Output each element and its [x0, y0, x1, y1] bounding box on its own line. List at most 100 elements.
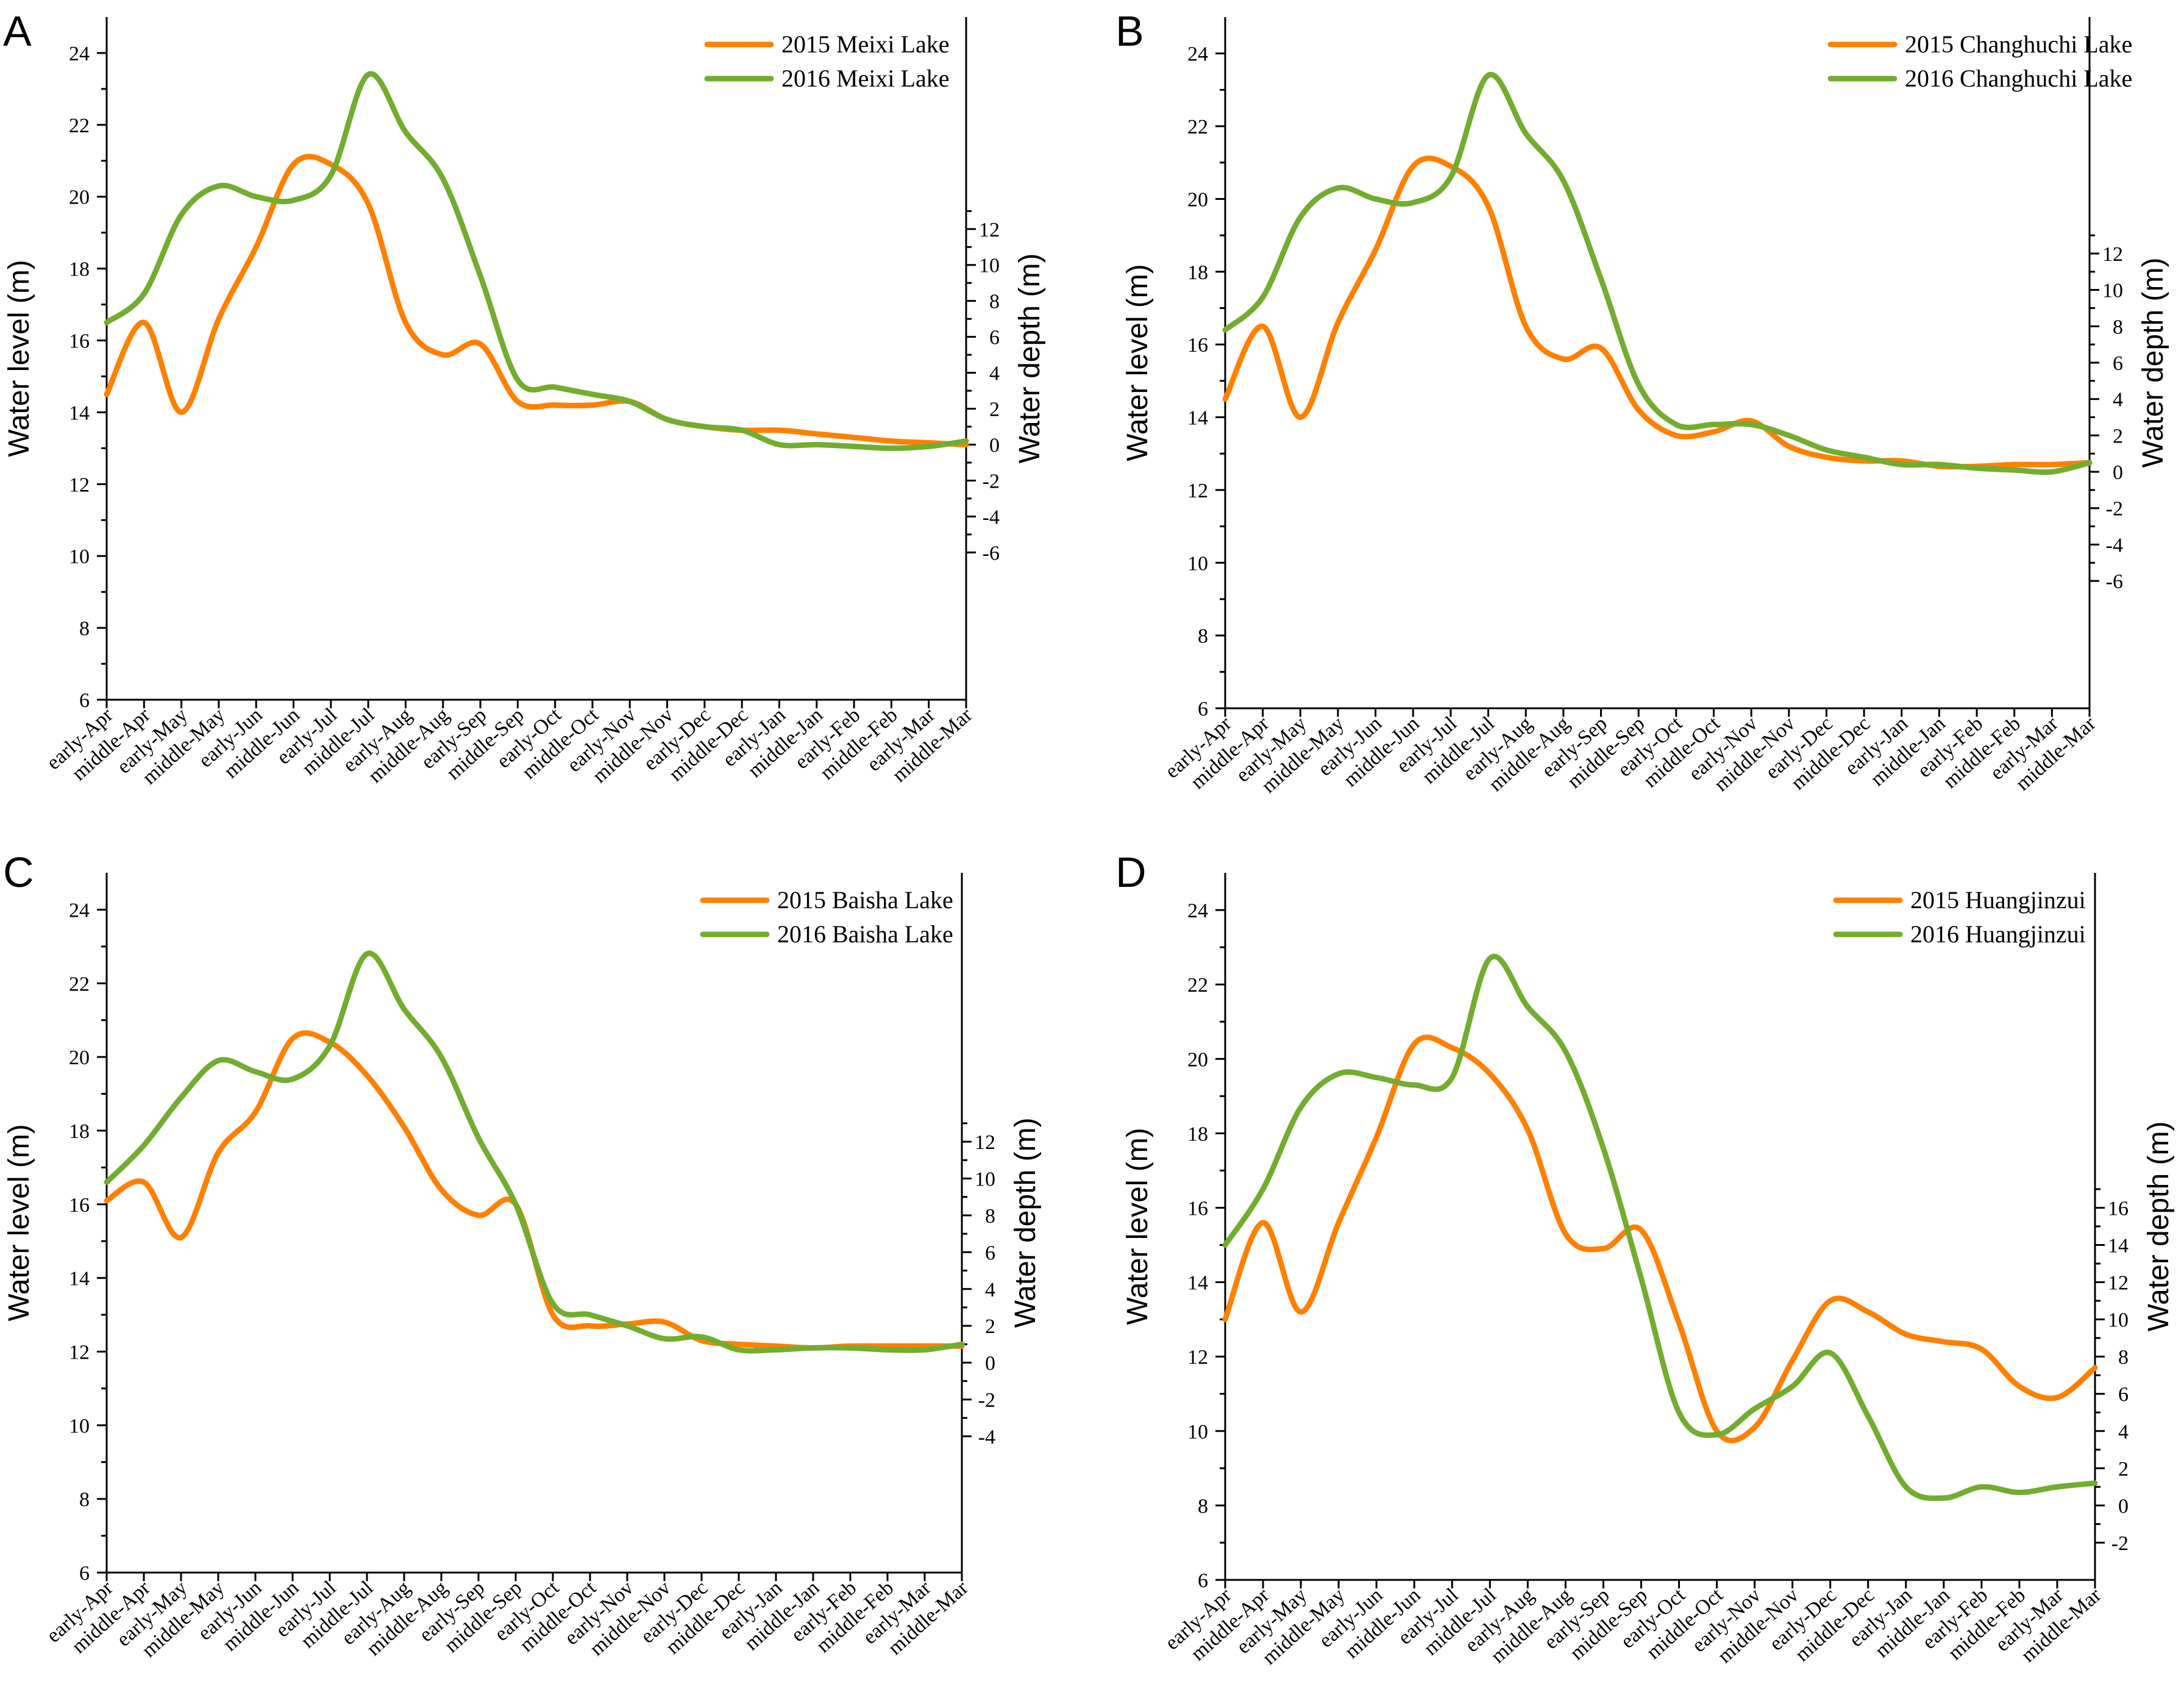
y-tick-label: 18	[69, 258, 90, 281]
y2-tick-label: 2	[985, 1315, 995, 1338]
y-axis-title: Water level (m)	[3, 260, 35, 457]
y-tick-label: 16	[69, 330, 90, 353]
y2-tick-label: 8	[2113, 316, 2123, 338]
y-tick-label: 20	[69, 1047, 90, 1069]
y2-tick-label: -2	[978, 1389, 995, 1412]
y2-axis-title: Water depth (m)	[1009, 1118, 1042, 1328]
y2-tick-label: 8	[989, 291, 1000, 313]
y2-tick-label: 14	[2108, 1235, 2129, 1257]
y2-tick-label: 10	[2102, 280, 2123, 302]
y2-tick-label: -2	[2106, 498, 2123, 521]
legend-label: 2015 Changhuchi Lake	[1905, 30, 2132, 58]
y-tick-label: 10	[69, 546, 90, 568]
legend-label: 2015 Baisha Lake	[777, 886, 953, 914]
y2-tick-label: 8	[2118, 1346, 2129, 1369]
y-tick-label: 8	[79, 617, 90, 640]
y2-tick-label: 4	[2113, 389, 2123, 411]
panel-letter: D	[1115, 848, 1147, 896]
y2-tick-label: 4	[985, 1279, 995, 1301]
series-line-2015	[104, 154, 969, 447]
y-tick-label: 16	[1187, 334, 1208, 357]
y2-tick-label: 2	[2118, 1458, 2129, 1481]
y-tick-label: 6	[1198, 1570, 1208, 1592]
y2-tick-label: -4	[978, 1426, 995, 1448]
y-tick-label: 24	[1187, 43, 1208, 66]
y-tick-label: 10	[1187, 1421, 1208, 1443]
y-tick-label: 14	[1187, 1272, 1208, 1295]
y-tick-label: 24	[1187, 900, 1208, 922]
y-tick-label: 22	[69, 115, 90, 137]
y2-tick-label: 6	[989, 327, 1000, 349]
panel-letter: C	[3, 848, 34, 896]
y-tick-label: 14	[1187, 407, 1208, 430]
y2-tick-label: -2	[983, 470, 1000, 492]
y2-tick-label: 4	[989, 363, 1000, 385]
y-tick-label: 18	[69, 1120, 90, 1143]
y-tick-label: 22	[69, 973, 90, 995]
y-tick-label: 12	[69, 1341, 90, 1364]
series-line-2016	[104, 71, 969, 451]
y2-axis-title: Water depth (m)	[1014, 254, 1046, 464]
y-tick-label: 12	[1187, 1346, 1208, 1369]
y2-tick-label: 12	[2102, 243, 2123, 266]
panel-letter: A	[3, 7, 32, 55]
y-axis-title: Water level (m)	[1122, 264, 1154, 461]
y-tick-label: 14	[69, 1268, 90, 1290]
y2-tick-label: 0	[989, 434, 1000, 457]
legend-label: 2015 Meixi Lake	[781, 30, 950, 58]
y-tick-label: 22	[1187, 116, 1208, 138]
y-tick-label: 24	[69, 899, 90, 922]
series-line-2016	[104, 950, 965, 1354]
y2-tick-label: 0	[2118, 1495, 2129, 1518]
y2-tick-label: 4	[2118, 1421, 2129, 1443]
y-tick-label: 16	[1187, 1197, 1208, 1220]
y-axis-title: Water level (m)	[3, 1124, 35, 1321]
y-axis-title: Water level (m)	[1122, 1128, 1154, 1325]
y-tick-label: 22	[1187, 974, 1208, 997]
y-tick-label: 6	[1198, 698, 1208, 720]
y2-axis-title: Water depth (m)	[2137, 258, 2169, 468]
y-tick-label: 14	[69, 402, 90, 424]
y2-tick-label: 16	[2108, 1197, 2129, 1220]
y2-tick-label: 10	[979, 255, 1000, 277]
y-tick-label: 20	[1187, 188, 1208, 211]
legend-label: 2016 Meixi Lake	[781, 65, 950, 92]
y2-tick-label: -6	[983, 542, 1000, 564]
y-tick-label: 8	[1198, 625, 1208, 648]
y2-tick-label: 6	[2113, 352, 2123, 375]
y2-tick-label: 6	[2118, 1384, 2129, 1406]
y2-tick-label: 10	[2108, 1309, 2129, 1332]
y2-tick-label: -4	[2106, 534, 2123, 556]
legend-label: 2015 Huangjinzui	[1910, 886, 2086, 914]
y-tick-label: 10	[69, 1415, 90, 1437]
y-tick-label: 6	[79, 689, 90, 712]
y-tick-label: 20	[69, 187, 90, 209]
legend-label: 2016 Changhuchi Lake	[1905, 65, 2132, 92]
y-tick-label: 6	[79, 1562, 90, 1585]
y-tick-label: 24	[69, 43, 90, 65]
y2-axis-title: Water depth (m)	[2143, 1122, 2175, 1332]
legend-label: 2016 Huangjinzui	[1910, 920, 2086, 948]
y2-tick-label: -4	[983, 506, 1000, 528]
y2-tick-label: 0	[985, 1353, 995, 1375]
y-tick-label: 12	[1187, 480, 1208, 502]
series-line-2016	[1222, 71, 2093, 475]
y-tick-label: 8	[1198, 1495, 1208, 1518]
y-tick-label: 8	[79, 1488, 90, 1511]
y-tick-label: 12	[69, 474, 90, 496]
y2-tick-label: 10	[975, 1168, 995, 1190]
y2-tick-label: -2	[2111, 1532, 2129, 1555]
y-tick-label: 16	[69, 1194, 90, 1217]
legend-label: 2016 Baisha Lake	[777, 920, 953, 948]
y2-tick-label: 6	[985, 1242, 995, 1264]
series-line-2016	[1222, 953, 2098, 1501]
series-line-2015	[1222, 1034, 2098, 1443]
y2-tick-label: 2	[2113, 425, 2123, 447]
y-tick-label: 18	[1187, 1123, 1208, 1145]
y2-tick-label: -6	[2106, 571, 2123, 593]
y-tick-label: 20	[1187, 1048, 1208, 1071]
y2-tick-label: 8	[985, 1205, 995, 1228]
y2-tick-label: 12	[979, 219, 1000, 241]
